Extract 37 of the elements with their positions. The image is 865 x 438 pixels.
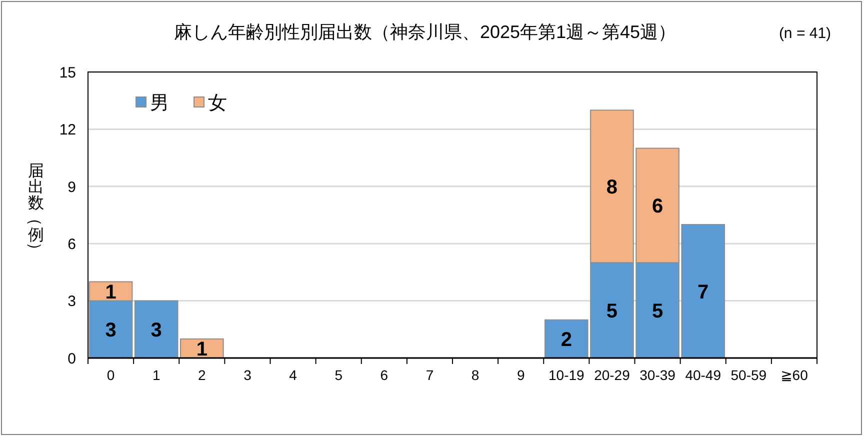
data-label: 3 — [105, 320, 116, 342]
chart-title: 麻しん年齢別性別届出数（神奈川県、2025年第1週～第45週） — [174, 22, 676, 42]
data-label: 6 — [652, 196, 664, 218]
x-tick-label: 40-49 — [685, 367, 722, 383]
x-tick-label: 0 — [106, 367, 115, 383]
x-tick-label: 50-59 — [730, 367, 767, 383]
data-label: 1 — [105, 281, 116, 304]
x-tick-label: 10-19 — [548, 367, 585, 383]
x-tick-label: 7 — [426, 367, 434, 383]
y-tick-label: 12 — [59, 122, 76, 139]
x-tick-label: 2 — [198, 367, 206, 383]
y-tick-label: 0 — [68, 350, 76, 368]
y-tick-label: 6 — [68, 236, 76, 253]
y-tick-label: 3 — [68, 293, 76, 310]
x-tick-label: 1 — [152, 367, 160, 383]
data-label: 7 — [698, 281, 709, 304]
x-tick-label: ≧60 — [780, 367, 808, 383]
y-tick-label: 15 — [59, 64, 76, 82]
x-tick-label: 5 — [334, 367, 343, 383]
x-tick-label: 30-39 — [640, 367, 676, 383]
x-tick-label: 4 — [289, 367, 298, 383]
legend-label: 男 — [150, 92, 169, 114]
y-axis-title: 届出数（例） — [26, 162, 44, 258]
data-label: 5 — [606, 300, 618, 323]
data-label: 5 — [652, 300, 664, 323]
data-label: 3 — [150, 320, 162, 342]
x-tick-label: 9 — [516, 367, 525, 383]
x-tick-label: 3 — [244, 367, 252, 383]
legend-label: 女 — [208, 92, 227, 114]
y-tick-label: 9 — [68, 178, 76, 196]
text: (n = 41) — [778, 25, 832, 42]
x-tick-label: 20-29 — [594, 367, 630, 383]
x-tick-label: 8 — [471, 367, 480, 383]
data-label: 1 — [196, 338, 208, 361]
data-label: 2 — [560, 329, 572, 352]
data-label: 8 — [606, 176, 618, 199]
x-tick-label: 6 — [380, 367, 388, 383]
